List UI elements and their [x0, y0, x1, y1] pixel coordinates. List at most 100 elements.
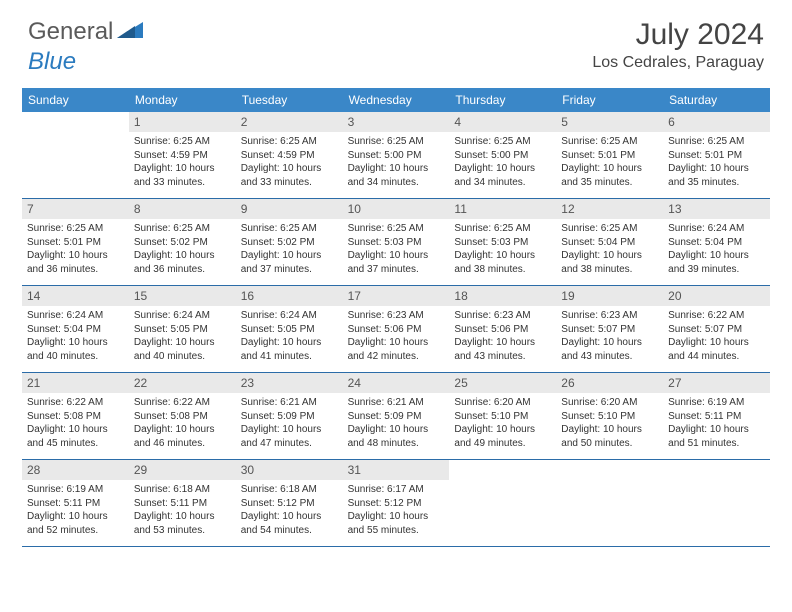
- day-details: Sunrise: 6:25 AMSunset: 4:59 PMDaylight:…: [129, 132, 236, 195]
- day-number: 24: [343, 373, 450, 393]
- day-number: 7: [22, 199, 129, 219]
- day-header: Wednesday: [343, 88, 450, 112]
- calendar-cell: [22, 112, 129, 198]
- daylight-text: Daylight: 10 hours and 44 minutes.: [668, 336, 765, 363]
- calendar-cell: 9Sunrise: 6:25 AMSunset: 5:02 PMDaylight…: [236, 199, 343, 285]
- day-details: Sunrise: 6:25 AMSunset: 5:04 PMDaylight:…: [556, 219, 663, 282]
- day-details: Sunrise: 6:18 AMSunset: 5:12 PMDaylight:…: [236, 480, 343, 543]
- calendar-cell: 6Sunrise: 6:25 AMSunset: 5:01 PMDaylight…: [663, 112, 770, 198]
- sunset-text: Sunset: 5:12 PM: [348, 497, 445, 511]
- week-row: 28Sunrise: 6:19 AMSunset: 5:11 PMDayligh…: [22, 460, 770, 547]
- day-details: Sunrise: 6:22 AMSunset: 5:07 PMDaylight:…: [663, 306, 770, 369]
- sunset-text: Sunset: 5:09 PM: [348, 410, 445, 424]
- day-number: 6: [663, 112, 770, 132]
- sunset-text: Sunset: 5:07 PM: [561, 323, 658, 337]
- sunset-text: Sunset: 5:00 PM: [454, 149, 551, 163]
- day-details: Sunrise: 6:25 AMSunset: 5:01 PMDaylight:…: [556, 132, 663, 195]
- daylight-text: Daylight: 10 hours and 43 minutes.: [454, 336, 551, 363]
- sunrise-text: Sunrise: 6:25 AM: [561, 135, 658, 149]
- logo-text-blue-wrap: Blue: [28, 48, 76, 76]
- daylight-text: Daylight: 10 hours and 36 minutes.: [27, 249, 124, 276]
- sunset-text: Sunset: 5:12 PM: [241, 497, 338, 511]
- day-number: 9: [236, 199, 343, 219]
- calendar-cell: 23Sunrise: 6:21 AMSunset: 5:09 PMDayligh…: [236, 373, 343, 459]
- daylight-text: Daylight: 10 hours and 37 minutes.: [241, 249, 338, 276]
- sunset-text: Sunset: 5:10 PM: [561, 410, 658, 424]
- day-number: 18: [449, 286, 556, 306]
- calendar-cell: 1Sunrise: 6:25 AMSunset: 4:59 PMDaylight…: [129, 112, 236, 198]
- calendar: SundayMondayTuesdayWednesdayThursdayFrid…: [22, 88, 770, 547]
- daylight-text: Daylight: 10 hours and 51 minutes.: [668, 423, 765, 450]
- sunset-text: Sunset: 5:01 PM: [561, 149, 658, 163]
- daylight-text: Daylight: 10 hours and 39 minutes.: [668, 249, 765, 276]
- sunrise-text: Sunrise: 6:25 AM: [348, 135, 445, 149]
- calendar-cell: 11Sunrise: 6:25 AMSunset: 5:03 PMDayligh…: [449, 199, 556, 285]
- day-number: 31: [343, 460, 450, 480]
- sunset-text: Sunset: 5:10 PM: [454, 410, 551, 424]
- day-number: 10: [343, 199, 450, 219]
- day-details: Sunrise: 6:20 AMSunset: 5:10 PMDaylight:…: [556, 393, 663, 456]
- sunset-text: Sunset: 5:04 PM: [561, 236, 658, 250]
- daylight-text: Daylight: 10 hours and 41 minutes.: [241, 336, 338, 363]
- calendar-cell: 22Sunrise: 6:22 AMSunset: 5:08 PMDayligh…: [129, 373, 236, 459]
- calendar-cell: [663, 460, 770, 546]
- day-number: 20: [663, 286, 770, 306]
- daylight-text: Daylight: 10 hours and 33 minutes.: [134, 162, 231, 189]
- day-details: Sunrise: 6:19 AMSunset: 5:11 PMDaylight:…: [22, 480, 129, 543]
- day-details: Sunrise: 6:24 AMSunset: 5:04 PMDaylight:…: [663, 219, 770, 282]
- page-subtitle: Los Cedrales, Paraguay: [592, 54, 764, 72]
- day-details: Sunrise: 6:22 AMSunset: 5:08 PMDaylight:…: [129, 393, 236, 456]
- sunrise-text: Sunrise: 6:25 AM: [561, 222, 658, 236]
- day-headers-row: SundayMondayTuesdayWednesdayThursdayFrid…: [22, 88, 770, 112]
- calendar-cell: 12Sunrise: 6:25 AMSunset: 5:04 PMDayligh…: [556, 199, 663, 285]
- week-row: 7Sunrise: 6:25 AMSunset: 5:01 PMDaylight…: [22, 199, 770, 286]
- calendar-cell: 4Sunrise: 6:25 AMSunset: 5:00 PMDaylight…: [449, 112, 556, 198]
- logo: General: [28, 18, 147, 46]
- day-details: Sunrise: 6:23 AMSunset: 5:06 PMDaylight:…: [449, 306, 556, 369]
- sunrise-text: Sunrise: 6:24 AM: [241, 309, 338, 323]
- sunrise-text: Sunrise: 6:25 AM: [27, 222, 124, 236]
- calendar-cell: 10Sunrise: 6:25 AMSunset: 5:03 PMDayligh…: [343, 199, 450, 285]
- sunset-text: Sunset: 4:59 PM: [241, 149, 338, 163]
- day-details: Sunrise: 6:25 AMSunset: 5:02 PMDaylight:…: [129, 219, 236, 282]
- day-number: 8: [129, 199, 236, 219]
- sunset-text: Sunset: 5:07 PM: [668, 323, 765, 337]
- sunset-text: Sunset: 5:09 PM: [241, 410, 338, 424]
- day-number: 14: [22, 286, 129, 306]
- day-details: Sunrise: 6:23 AMSunset: 5:06 PMDaylight:…: [343, 306, 450, 369]
- day-details: Sunrise: 6:19 AMSunset: 5:11 PMDaylight:…: [663, 393, 770, 456]
- day-number: 1: [129, 112, 236, 132]
- sunset-text: Sunset: 5:06 PM: [348, 323, 445, 337]
- day-number: [556, 460, 663, 480]
- day-details: Sunrise: 6:25 AMSunset: 4:59 PMDaylight:…: [236, 132, 343, 195]
- sunset-text: Sunset: 5:03 PM: [348, 236, 445, 250]
- sunset-text: Sunset: 5:01 PM: [27, 236, 124, 250]
- day-details: Sunrise: 6:25 AMSunset: 5:02 PMDaylight:…: [236, 219, 343, 282]
- day-details: Sunrise: 6:25 AMSunset: 5:03 PMDaylight:…: [343, 219, 450, 282]
- daylight-text: Daylight: 10 hours and 52 minutes.: [27, 510, 124, 537]
- sunrise-text: Sunrise: 6:21 AM: [241, 396, 338, 410]
- day-number: 12: [556, 199, 663, 219]
- day-number: 19: [556, 286, 663, 306]
- calendar-cell: 21Sunrise: 6:22 AMSunset: 5:08 PMDayligh…: [22, 373, 129, 459]
- sunset-text: Sunset: 5:04 PM: [668, 236, 765, 250]
- day-number: 17: [343, 286, 450, 306]
- daylight-text: Daylight: 10 hours and 40 minutes.: [27, 336, 124, 363]
- weeks-container: 1Sunrise: 6:25 AMSunset: 4:59 PMDaylight…: [22, 112, 770, 547]
- sunset-text: Sunset: 5:00 PM: [348, 149, 445, 163]
- sunrise-text: Sunrise: 6:24 AM: [668, 222, 765, 236]
- day-number: 4: [449, 112, 556, 132]
- sunrise-text: Sunrise: 6:22 AM: [134, 396, 231, 410]
- day-details: Sunrise: 6:25 AMSunset: 5:00 PMDaylight:…: [449, 132, 556, 195]
- calendar-cell: 13Sunrise: 6:24 AMSunset: 5:04 PMDayligh…: [663, 199, 770, 285]
- day-number: [449, 460, 556, 480]
- day-number: 28: [22, 460, 129, 480]
- day-number: 21: [22, 373, 129, 393]
- day-number: 5: [556, 112, 663, 132]
- daylight-text: Daylight: 10 hours and 54 minutes.: [241, 510, 338, 537]
- day-number: 16: [236, 286, 343, 306]
- sunrise-text: Sunrise: 6:19 AM: [27, 483, 124, 497]
- day-header: Monday: [129, 88, 236, 112]
- week-row: 1Sunrise: 6:25 AMSunset: 4:59 PMDaylight…: [22, 112, 770, 199]
- calendar-cell: 30Sunrise: 6:18 AMSunset: 5:12 PMDayligh…: [236, 460, 343, 546]
